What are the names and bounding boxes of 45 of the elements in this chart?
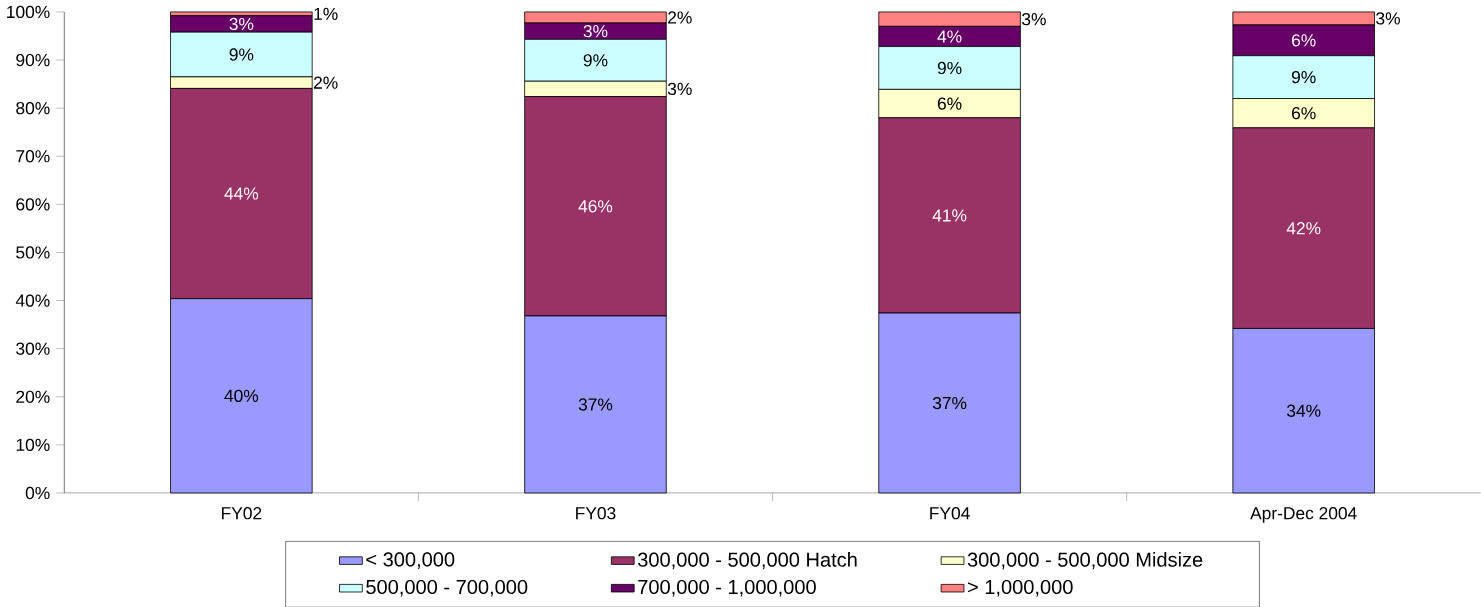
y-tick-label: 10% bbox=[16, 438, 50, 451]
y-tick-label: 60% bbox=[16, 197, 50, 211]
data-label: 2% bbox=[313, 76, 338, 89]
data-label: 3% bbox=[1022, 12, 1046, 26]
data-label: 46% bbox=[578, 199, 613, 213]
data-label: 3% bbox=[229, 17, 254, 30]
data-label: 6% bbox=[937, 97, 962, 110]
data-label: 9% bbox=[937, 61, 962, 74]
legend-label: 500,000 - 700,000 bbox=[366, 579, 528, 597]
data-label: 34% bbox=[1286, 404, 1321, 417]
data-label: 9% bbox=[229, 48, 254, 61]
y-tick-label: 50% bbox=[16, 246, 50, 259]
data-label: 1% bbox=[314, 7, 338, 20]
data-label: 41% bbox=[932, 209, 967, 222]
y-tick-label: 90% bbox=[16, 53, 50, 66]
data-label: 6% bbox=[1292, 33, 1316, 47]
data-label: 2% bbox=[668, 11, 692, 24]
y-tick-label: 70% bbox=[16, 149, 50, 163]
y-tick-label: 30% bbox=[16, 342, 50, 355]
y-tick-label: 20% bbox=[16, 390, 50, 403]
data-label: 44% bbox=[224, 187, 259, 200]
data-label: 9% bbox=[1291, 70, 1316, 84]
data-label: 37% bbox=[578, 398, 613, 411]
y-tick-label: 100% bbox=[7, 5, 50, 18]
data-label: 40% bbox=[224, 389, 259, 402]
x-tick-label: Apr-Dec 2004 bbox=[1250, 506, 1357, 523]
data-label: 42% bbox=[1286, 221, 1321, 235]
legend-label: 300,000 - 500,000 Midsize bbox=[967, 551, 1203, 569]
legend-label: 700,000 - 1,000,000 bbox=[638, 579, 816, 597]
data-label: 3% bbox=[667, 82, 692, 95]
y-tick-label: 0% bbox=[25, 486, 50, 499]
data-label: 3% bbox=[583, 24, 608, 38]
y-tick-label: 80% bbox=[16, 101, 50, 115]
x-tick-label: FY03 bbox=[576, 506, 616, 520]
data-label: 37% bbox=[932, 396, 967, 409]
legend-label: 300,000 - 500,000 Hatch bbox=[638, 551, 857, 569]
data-label: 9% bbox=[583, 53, 608, 67]
data-label: 6% bbox=[1292, 106, 1316, 120]
legend-label: > 1,000,000 bbox=[968, 579, 1073, 597]
x-tick-label: FY02 bbox=[222, 506, 262, 520]
legend-label: < 300,000 bbox=[366, 552, 455, 569]
y-tick-label: 40% bbox=[15, 294, 50, 307]
data-label: 3% bbox=[1376, 12, 1400, 25]
x-tick-label: FY04 bbox=[930, 506, 970, 520]
data-label: 4% bbox=[937, 30, 962, 43]
